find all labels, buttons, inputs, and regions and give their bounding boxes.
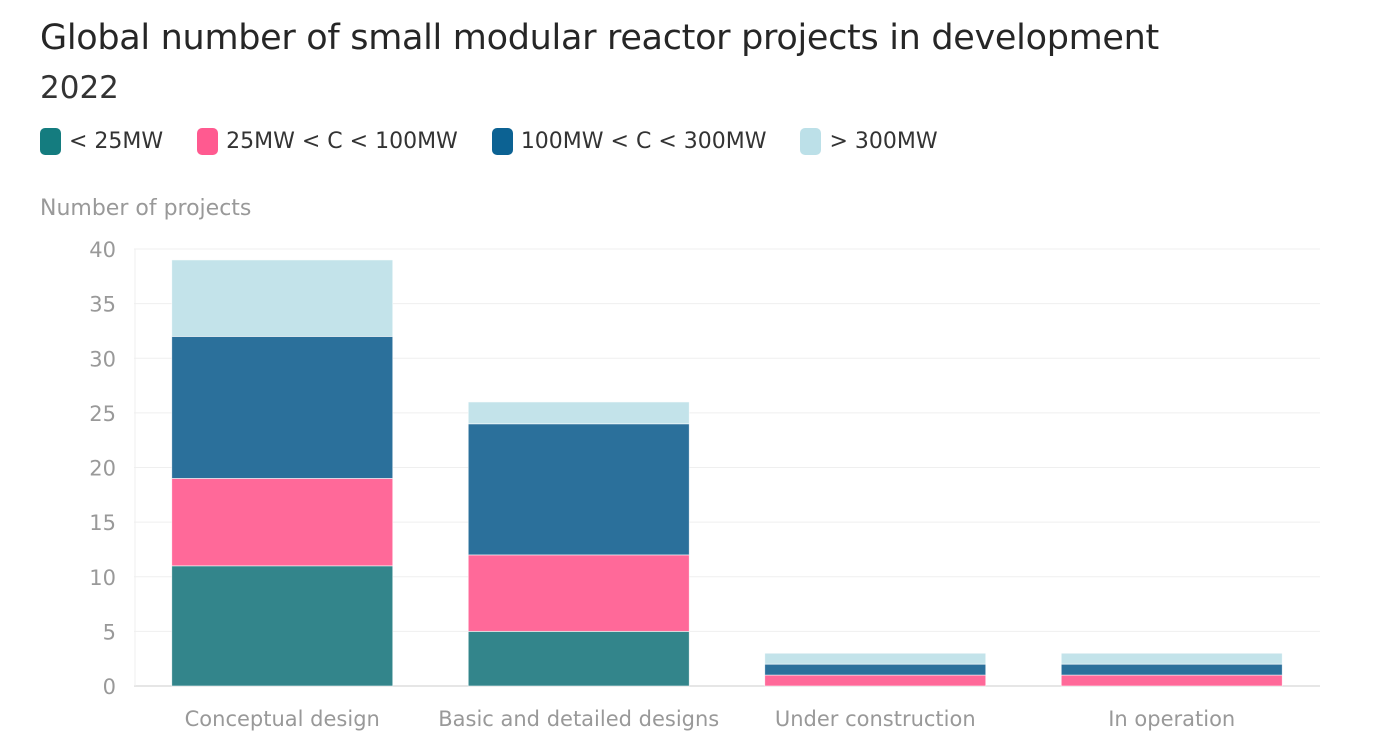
- y-tick-label: 5: [103, 620, 116, 644]
- legend-item-lt25[interactable]: < 25MW: [40, 128, 163, 155]
- chart-title: Global number of small modular reactor p…: [40, 18, 1159, 58]
- legend-label: 100MW < C < 300MW: [520, 129, 767, 154]
- y-tick-label: 0: [103, 675, 116, 699]
- legend-label: 25MW < C < 100MW: [226, 129, 458, 154]
- x-tick-label: Basic and detailed designs: [438, 707, 719, 731]
- legend-label: < 25MW: [69, 129, 164, 154]
- bar-segment[interactable]: [1060, 663, 1283, 676]
- legend-item-100-300[interactable]: 100MW < C < 300MW: [491, 128, 767, 155]
- chart-subtitle: 2022: [40, 70, 119, 106]
- x-tick-label: Conceptual design: [185, 707, 380, 731]
- x-tick-labels: Conceptual design Basic and detailed desi…: [185, 707, 1236, 731]
- legend-item-gt300[interactable]: > 300MW: [800, 128, 938, 155]
- bar-segment[interactable]: [764, 663, 987, 676]
- bar-segment[interactable]: [171, 259, 394, 337]
- bar-stack: [764, 652, 987, 687]
- y-tick-label: 20: [89, 457, 116, 481]
- x-tick-label: In operation: [1108, 707, 1235, 731]
- bar-segment[interactable]: [171, 335, 394, 479]
- bar-segment[interactable]: [1060, 652, 1283, 665]
- bar-segment[interactable]: [467, 554, 690, 632]
- bar-segment[interactable]: [1060, 674, 1283, 687]
- bar-stack: [1060, 652, 1283, 687]
- bar-segment[interactable]: [467, 401, 690, 425]
- x-tick-label: Under construction: [775, 707, 976, 731]
- bar-stack: [171, 259, 394, 687]
- bar-segment[interactable]: [171, 478, 394, 567]
- bar-stack: [467, 401, 690, 687]
- bar-segment[interactable]: [764, 674, 987, 687]
- bar-segment[interactable]: [171, 565, 394, 687]
- y-tick-label: 10: [89, 566, 116, 590]
- legend-label: > 300MW: [829, 129, 938, 154]
- bars: [171, 259, 1283, 687]
- y-tick-label: 25: [89, 402, 116, 426]
- legend-swatch: [40, 128, 61, 155]
- y-tick-label: 40: [89, 238, 116, 262]
- bar-segment[interactable]: [467, 630, 690, 687]
- y-tick-label: 15: [89, 511, 116, 535]
- legend-swatch: [800, 128, 822, 155]
- legend-swatch: [197, 128, 219, 155]
- legend-item-25-100[interactable]: 25MW < C < 100MW: [197, 128, 458, 155]
- legend-swatch: [491, 128, 513, 155]
- y-tick-label: 30: [89, 347, 116, 371]
- legend: < 25MW 25MW < C < 100MW 100MW < C < 300M…: [40, 128, 972, 155]
- bar-segment[interactable]: [764, 652, 987, 665]
- y-tick-labels: 0 5 10 15 20 25 30 35 40: [89, 238, 116, 699]
- y-tick-label: 35: [89, 293, 116, 317]
- bar-segment[interactable]: [467, 423, 690, 556]
- y-axis-label: Number of projects: [40, 196, 252, 221]
